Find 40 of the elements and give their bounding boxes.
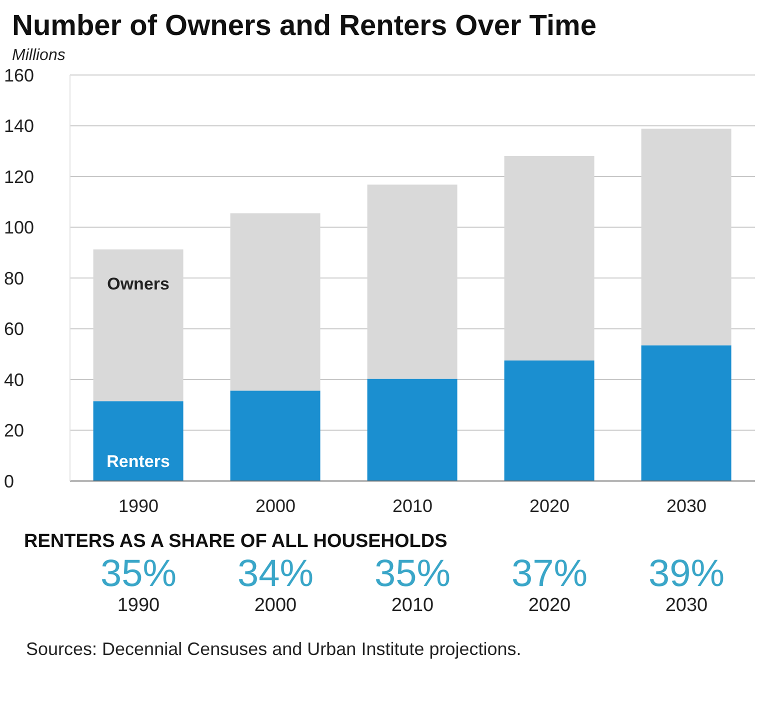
y-tick-label: 160	[4, 65, 34, 86]
text: 35%	[373, 553, 452, 595]
text: RENTERS AS A SHARE OF ALL HOUSEHOLDS	[23, 530, 448, 553]
category-label: 1990	[117, 595, 160, 616]
bar	[367, 184, 458, 379]
bar	[93, 249, 184, 402]
bar	[367, 378, 458, 481]
chart-title: Number of Owners and Renters Over Time	[11, 9, 598, 43]
source-note: Sources: Decennial Censuses and Urban Institute projections.	[25, 638, 522, 660]
bar	[504, 156, 594, 360]
y-tick-label: 20	[4, 420, 24, 441]
bar	[641, 345, 732, 481]
series-label: Renters	[106, 452, 170, 471]
series-label: Owners	[107, 274, 170, 294]
bar	[641, 128, 732, 346]
y-tick-label: 40	[4, 370, 24, 390]
x-tick-label: 2010	[392, 496, 433, 516]
y-tick-label: 0	[4, 471, 14, 492]
x-tick-label: 2020	[529, 496, 570, 516]
x-tick-label: 2000	[255, 496, 296, 516]
y-axis-title: Millions	[11, 46, 66, 65]
y-tick-label: 120	[4, 166, 34, 187]
category-label: 2000	[254, 595, 297, 616]
category-label: 2030	[665, 595, 708, 616]
x-tick-label: 2030	[666, 496, 707, 516]
text: 34%	[236, 553, 315, 595]
text: 37%	[510, 553, 589, 595]
bar	[93, 401, 184, 481]
bar	[504, 360, 594, 481]
x-tick-label: 1990	[118, 496, 159, 516]
y-tick-label: 80	[4, 268, 24, 288]
text: 39%	[647, 553, 726, 595]
y-tick-label: 100	[4, 218, 34, 238]
category-label: 2010	[391, 595, 434, 616]
bar	[230, 213, 320, 391]
y-tick-label: 60	[4, 319, 24, 340]
y-tick-label: 140	[4, 116, 34, 136]
bar	[230, 390, 320, 481]
text: 35%	[99, 553, 178, 595]
category-label: 2020	[528, 595, 571, 616]
